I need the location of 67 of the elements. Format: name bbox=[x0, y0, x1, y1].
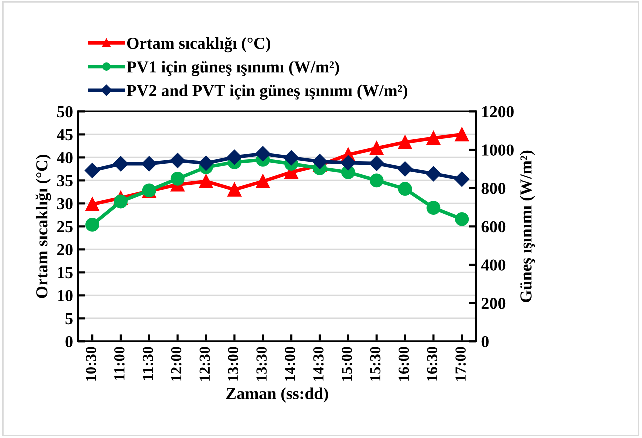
y-tick-label: 45 bbox=[57, 129, 73, 141]
y2-axis-title: Güneş ışınımı (W/m²) bbox=[520, 150, 536, 302]
y-tick-label: 50 bbox=[57, 106, 73, 118]
x-tick-label: 16:00 bbox=[398, 347, 410, 381]
point bbox=[284, 150, 300, 166]
legend-label: PV2 and PVT için güneş ışınımı (W/m²) bbox=[126, 84, 408, 100]
x-tick-label: 17:00 bbox=[456, 347, 466, 381]
x-tick-label: 13:30 bbox=[256, 347, 268, 381]
point bbox=[142, 156, 157, 172]
point bbox=[398, 136, 412, 150]
point bbox=[227, 150, 242, 166]
point bbox=[86, 218, 100, 232]
x-tick-label: 15:30 bbox=[370, 347, 381, 381]
y2-tick-label: 1200 bbox=[482, 106, 514, 118]
y2-tick-label: 600 bbox=[482, 221, 506, 233]
x-tick-label: 11:30 bbox=[142, 347, 154, 380]
point bbox=[398, 182, 412, 196]
point bbox=[369, 156, 384, 172]
y-tick-label: 30 bbox=[57, 198, 73, 210]
point bbox=[199, 174, 214, 189]
point bbox=[455, 212, 470, 226]
y-tick-label: 10 bbox=[58, 290, 73, 302]
y2-tick-label: 200 bbox=[482, 298, 506, 310]
y-tick-label: 0 bbox=[66, 336, 73, 348]
x-tick-label: 16:30 bbox=[427, 347, 438, 381]
x-tick-label: 15:00 bbox=[342, 347, 352, 381]
legend-label: Ortam sıcaklığı (°C) bbox=[127, 37, 271, 53]
y2-tick-label: 800 bbox=[482, 183, 506, 194]
point bbox=[426, 201, 441, 216]
y-tick-label: 35 bbox=[57, 175, 73, 187]
y-tick-label: 15 bbox=[58, 267, 73, 279]
y2-tick-label: 400 bbox=[481, 260, 506, 271]
point bbox=[370, 142, 384, 156]
point bbox=[426, 166, 442, 182]
legend-label: PV1 için güneş ışınımı (W/m²) bbox=[126, 61, 340, 76]
x-tick-label: 12:30 bbox=[200, 347, 210, 381]
point bbox=[228, 182, 242, 197]
x-tick-label: 14:00 bbox=[285, 347, 296, 381]
point bbox=[370, 174, 384, 188]
x-tick-label: 12:00 bbox=[171, 347, 182, 381]
x-tick-label: 10:30 bbox=[86, 347, 96, 381]
x-tick-label: 11:00 bbox=[114, 347, 125, 380]
point bbox=[312, 154, 328, 170]
point bbox=[114, 194, 128, 209]
point bbox=[84, 163, 100, 178]
x-axis-title: Zaman (ss:dd) bbox=[226, 388, 328, 403]
y-axis-title: Ortam sıcaklığı (°C) bbox=[36, 155, 52, 298]
point bbox=[113, 156, 129, 172]
y-tick-label: 20 bbox=[57, 244, 73, 256]
x-tick-label: 14:30 bbox=[314, 347, 324, 381]
point bbox=[454, 172, 470, 187]
y-tick-label: 40 bbox=[57, 152, 73, 164]
y-tick-label: 5 bbox=[66, 314, 73, 325]
point bbox=[170, 153, 186, 168]
y2-tick-label: 1000 bbox=[482, 144, 514, 156]
x-tick-label: 13:00 bbox=[228, 347, 239, 381]
point bbox=[340, 155, 356, 171]
point bbox=[256, 146, 271, 162]
point bbox=[86, 198, 100, 212]
point bbox=[426, 131, 441, 146]
y2-tick-label: 0 bbox=[482, 336, 489, 348]
point bbox=[256, 174, 270, 189]
point bbox=[398, 162, 413, 177]
point bbox=[198, 156, 214, 171]
y-tick-label: 25 bbox=[57, 221, 73, 233]
point bbox=[170, 172, 185, 186]
point bbox=[455, 128, 470, 142]
